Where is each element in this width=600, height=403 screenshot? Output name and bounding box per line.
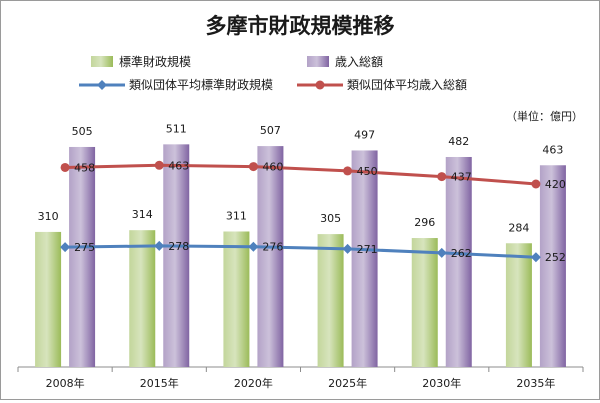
bar-total-revenue bbox=[69, 146, 96, 367]
marker-similar-standard-scale bbox=[60, 242, 71, 253]
marker-similar-total-revenue bbox=[248, 162, 258, 172]
legend-swatch-total-revenue bbox=[307, 56, 329, 67]
unit-note: （単位：億円） bbox=[506, 109, 583, 123]
marker-similar-total-revenue bbox=[60, 162, 70, 172]
bar-total-revenue bbox=[163, 144, 190, 367]
legend-marker-similar-total-revenue bbox=[315, 80, 325, 90]
bar-standard-scale bbox=[129, 230, 156, 367]
x-axis-tick-label: 2008年 bbox=[46, 376, 85, 390]
data-label-standard-scale: 310 bbox=[38, 210, 59, 223]
marker-similar-standard-scale bbox=[248, 241, 259, 252]
data-label-similar-standard-scale: 262 bbox=[451, 247, 472, 260]
marker-similar-total-revenue bbox=[154, 160, 164, 170]
marker-similar-standard-scale bbox=[342, 243, 353, 254]
data-label-standard-scale: 311 bbox=[226, 209, 247, 222]
plot-area: 310 314 311 305 296 284 505 511 507 497 482 463 275 2… bbox=[17, 122, 584, 390]
chart-title: 多摩市財政規模推移 bbox=[206, 14, 395, 38]
data-label-similar-standard-scale: 271 bbox=[357, 243, 378, 256]
data-label-similar-total-revenue: 460 bbox=[262, 161, 283, 174]
x-axis-tick-label: 2030年 bbox=[422, 376, 461, 390]
legend-label-similar-standard-scale: 類似団体平均標準財政規模 bbox=[129, 77, 273, 92]
data-label-similar-total-revenue: 450 bbox=[357, 165, 378, 178]
marker-similar-standard-scale bbox=[436, 247, 447, 258]
marker-similar-total-revenue bbox=[343, 166, 353, 176]
line-similar-standard-scale bbox=[65, 244, 536, 259]
data-label-standard-scale: 284 bbox=[508, 221, 529, 234]
data-label-total-revenue: 505 bbox=[72, 125, 93, 138]
data-label-similar-standard-scale: 276 bbox=[262, 241, 283, 254]
bar-standard-scale bbox=[35, 231, 62, 367]
marker-similar-standard-scale bbox=[154, 240, 165, 251]
data-label-similar-total-revenue: 437 bbox=[451, 171, 472, 184]
bar-total-revenue bbox=[351, 150, 378, 367]
bar-total-revenue bbox=[445, 156, 472, 367]
data-label-total-revenue: 497 bbox=[354, 128, 375, 141]
legend-swatch-standard-scale bbox=[91, 56, 113, 67]
data-label-similar-total-revenue: 458 bbox=[74, 161, 95, 174]
x-axis-tick-label: 2035年 bbox=[516, 376, 555, 390]
bar-standard-scale bbox=[411, 238, 438, 367]
marker-similar-total-revenue bbox=[437, 172, 447, 182]
data-label-similar-standard-scale: 252 bbox=[545, 251, 566, 264]
data-label-total-revenue: 463 bbox=[542, 143, 563, 156]
data-label-standard-scale: 314 bbox=[132, 208, 153, 221]
bar-total-revenue bbox=[539, 165, 566, 367]
data-label-similar-total-revenue: 420 bbox=[545, 178, 566, 191]
data-label-standard-scale: 296 bbox=[414, 216, 435, 229]
data-label-total-revenue: 511 bbox=[166, 122, 187, 135]
marker-similar-standard-scale bbox=[530, 252, 541, 263]
data-label-similar-total-revenue: 463 bbox=[168, 159, 189, 172]
data-label-total-revenue: 507 bbox=[260, 124, 281, 137]
data-label-standard-scale: 305 bbox=[320, 212, 341, 225]
x-axis-tick-label: 2020年 bbox=[234, 376, 273, 390]
x-axis-tick-label: 2015年 bbox=[140, 376, 179, 390]
marker-similar-total-revenue bbox=[531, 179, 541, 189]
data-label-similar-standard-scale: 278 bbox=[168, 240, 189, 253]
bar-standard-scale bbox=[505, 243, 532, 367]
data-label-total-revenue: 482 bbox=[448, 135, 469, 148]
legend-label-standard-scale: 標準財政規模 bbox=[119, 54, 191, 69]
bar-standard-scale bbox=[223, 231, 250, 367]
bar-total-revenue bbox=[257, 146, 284, 367]
legend-label-similar-total-revenue: 類似団体平均歳入総額 bbox=[347, 78, 467, 92]
legend: 標準財政規模 歳入総額 類似団体平均標準財政規模 類似団体平均歳入総額 bbox=[79, 54, 467, 92]
line-similar-total-revenue bbox=[65, 163, 537, 186]
x-axis-tick-label: 2025年 bbox=[328, 376, 367, 390]
legend-label-total-revenue: 歳入総額 bbox=[335, 55, 383, 69]
bar-standard-scale bbox=[317, 234, 344, 367]
data-label-similar-standard-scale: 275 bbox=[74, 241, 95, 254]
legend-marker-similar-standard-scale bbox=[97, 80, 107, 90]
